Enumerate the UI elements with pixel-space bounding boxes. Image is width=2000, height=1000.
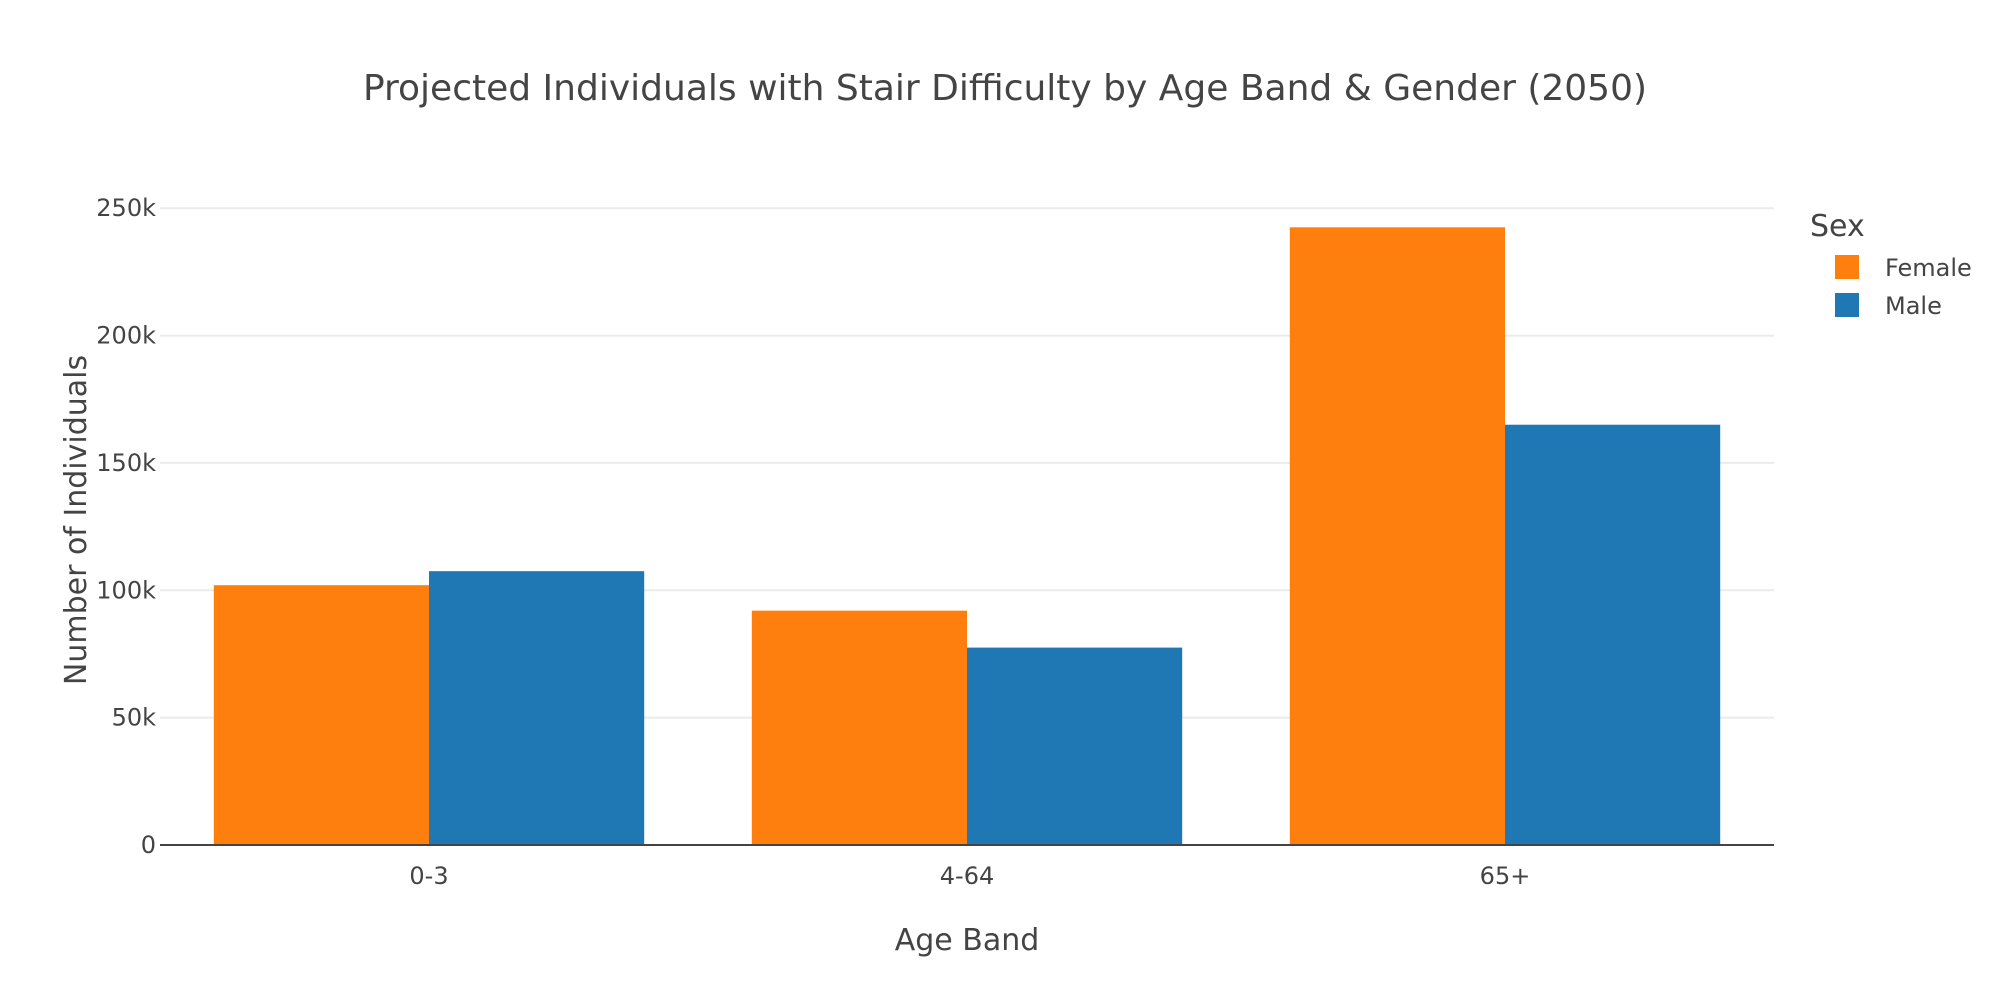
y-tick-labels: 0 50k 100k 150k 200k 250k [96,194,156,859]
y-tick-label: 150k [96,449,156,477]
chart-title: Projected Individuals with Stair Difficu… [363,68,1647,109]
y-axis-title: Number of Individuals [59,355,94,685]
x-tick-label: 65+ [1480,862,1531,890]
y-tick-label: 100k [96,576,156,604]
bar-female-65+[interactable] [1289,227,1505,845]
legend[interactable]: Sex Female Male [1810,209,1972,320]
legend-title: Sex [1810,209,1865,244]
bar-female-4-64[interactable] [751,610,967,845]
bar-female-0-3[interactable] [213,585,429,845]
bar-male-65+[interactable] [1505,424,1721,845]
y-tick-label: 200k [96,322,156,350]
legend-label-female: Female [1885,254,1972,282]
y-tick-label: 0 [141,831,156,859]
bar-male-0-3[interactable] [429,571,645,845]
x-tick-label: 0-3 [409,862,448,890]
legend-item-female[interactable]: Female [1835,254,1972,282]
x-tick-label: 4-64 [940,862,994,890]
legend-items: Female Male [1835,254,1972,320]
bars [213,227,1721,845]
bar-male-4-64[interactable] [967,647,1183,845]
legend-swatch-male [1835,293,1859,317]
y-tick-label: 250k [96,194,156,222]
legend-label-male: Male [1885,292,1942,320]
x-tick-labels: 0-3 4-64 65+ [409,862,1530,890]
legend-swatch-female [1835,255,1859,279]
x-axis-title: Age Band [895,923,1040,958]
y-tick-label: 50k [112,704,157,732]
legend-item-male[interactable]: Male [1835,292,1942,320]
